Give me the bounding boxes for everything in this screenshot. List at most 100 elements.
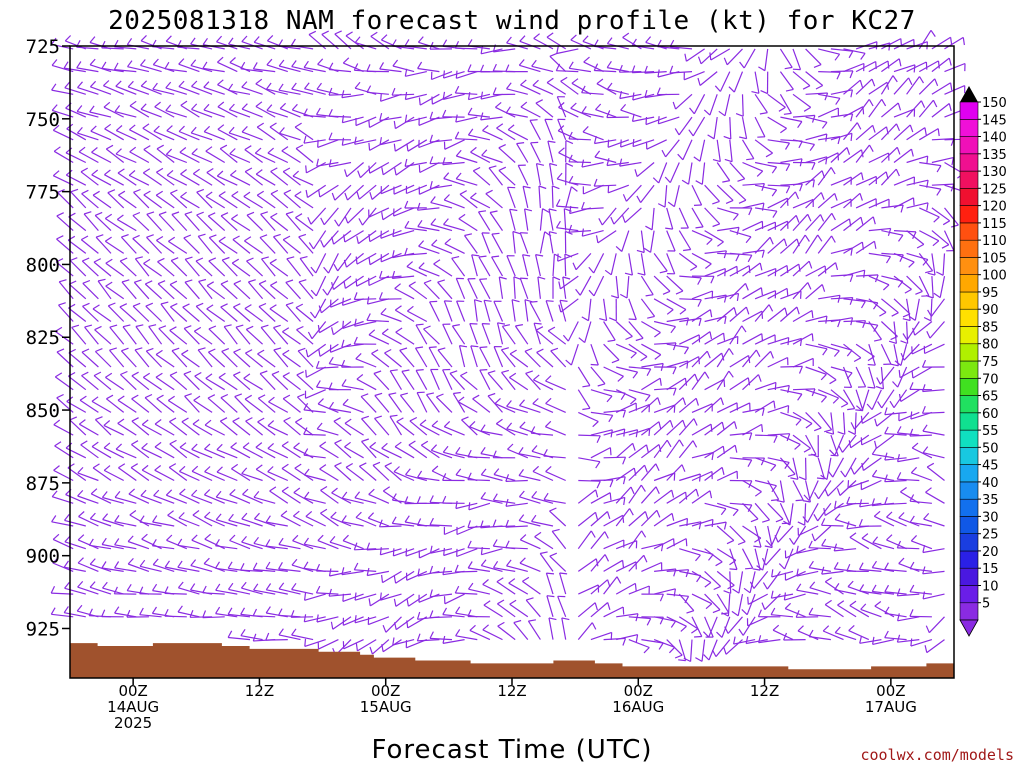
- x-tick-label: 2025: [114, 714, 152, 732]
- wind-barb: [207, 348, 226, 368]
- wind-barb: [148, 324, 163, 345]
- wind-barb: [83, 211, 99, 231]
- wind-barb: [233, 371, 251, 391]
- wind-barb: [194, 371, 213, 391]
- wind-barb: [216, 170, 238, 186]
- wind-barb: [214, 561, 238, 572]
- x-axis-label: Forecast Time (UTC): [371, 735, 652, 765]
- wind-barb: [232, 417, 251, 436]
- wind-barb: [94, 325, 112, 345]
- wind-barb: [215, 583, 238, 595]
- wind-barb: [92, 463, 112, 481]
- colorbar-swatch: [959, 567, 979, 586]
- wind-barb: [216, 56, 238, 73]
- colorbar-label: 10: [982, 580, 999, 595]
- wind-barb: [106, 394, 125, 413]
- wind-barb: [128, 488, 150, 504]
- colorbar-swatch: [959, 222, 979, 241]
- wind-barb: [107, 189, 125, 209]
- wind-barb: [120, 347, 137, 368]
- wind-barb: [253, 536, 276, 550]
- colorbar-label: 110: [982, 234, 1007, 249]
- colorbar-swatch: [959, 602, 979, 621]
- colorbar-label: 105: [982, 251, 1007, 266]
- colorbar-label: 5: [982, 597, 990, 612]
- wind-barb: [191, 443, 213, 459]
- wind-barb: [241, 103, 263, 118]
- colorbar-label: 125: [982, 182, 1007, 197]
- y-tick-label: 750: [26, 109, 60, 131]
- colorbar-label: 100: [982, 269, 1007, 284]
- wind-barb: [217, 79, 238, 95]
- wind-barb: [64, 582, 86, 595]
- wind-barb: [256, 122, 276, 141]
- x-tick-label: 12Z: [497, 682, 526, 700]
- wind-barb: [141, 442, 162, 459]
- y-tick-label: 850: [26, 400, 60, 422]
- wind-barb: [260, 324, 276, 345]
- wind-barb: [152, 82, 175, 95]
- wind-barb: [64, 514, 86, 527]
- wind-barb: [89, 581, 112, 595]
- wind-barb: [206, 304, 226, 322]
- wind-barb: [132, 302, 150, 322]
- colorbar-label: 60: [982, 407, 999, 422]
- y-tick-label: 725: [26, 36, 60, 58]
- wind-barb: [102, 581, 124, 595]
- wind-barb: [230, 169, 251, 186]
- wind-barb: [229, 148, 251, 164]
- wind-barb: [206, 281, 226, 300]
- wind-barb: [240, 61, 263, 73]
- wind-barb: [101, 561, 124, 572]
- wind-barb: [158, 211, 175, 232]
- wind-barb: [117, 168, 137, 186]
- wind-barb: [215, 490, 238, 504]
- wind-barb: [121, 279, 137, 300]
- colorbar-swatch: [959, 205, 979, 224]
- y-tick-label: 775: [26, 182, 60, 204]
- wind-barb: [131, 440, 150, 459]
- wind-barb: [139, 515, 162, 527]
- wind-barb: [164, 61, 187, 73]
- wind-barb: [241, 512, 263, 527]
- wind-barb: [69, 257, 87, 277]
- wind-barb: [155, 349, 175, 368]
- wind-barb: [144, 280, 163, 300]
- wind-barb: [92, 190, 112, 209]
- wind-barb: [241, 81, 263, 95]
- wind-barb: [132, 211, 150, 232]
- wind-barb: [233, 348, 251, 368]
- wind-barb: [104, 236, 125, 254]
- y-tick-label: 925: [26, 618, 60, 640]
- wind-barb: [215, 513, 238, 527]
- wind-barb: [253, 491, 276, 504]
- wind-barb: [80, 440, 99, 459]
- wind-barb: [190, 559, 213, 572]
- wind-barb: [77, 534, 99, 550]
- wind-barb: [219, 144, 238, 163]
- wind-barb: [118, 463, 137, 481]
- wind-barb: [113, 62, 137, 73]
- wind-barb: [246, 257, 264, 277]
- wind-barb: [255, 78, 276, 95]
- wind-barb: [80, 167, 99, 186]
- colorbar-label: 75: [982, 355, 999, 370]
- colorbar-swatch: [959, 360, 979, 379]
- wind-barb: [77, 580, 99, 595]
- wind-barb: [77, 557, 99, 572]
- wind-barb: [208, 325, 226, 345]
- wind-barb: [114, 606, 137, 618]
- wind-barb: [231, 214, 251, 232]
- colorbar-swatch: [959, 377, 979, 396]
- colorbar-label: 140: [982, 131, 1007, 146]
- wind-barb: [221, 348, 238, 368]
- colorbar-swatch: [959, 429, 979, 448]
- wind-barb: [63, 606, 86, 618]
- wind-barb: [214, 538, 238, 550]
- wind-barb: [216, 443, 238, 459]
- wind-barb: [89, 512, 112, 527]
- wind-barb: [91, 441, 112, 459]
- colorbar-swatch: [959, 498, 979, 517]
- wind-barb: [127, 60, 150, 73]
- wind-barb: [243, 191, 263, 209]
